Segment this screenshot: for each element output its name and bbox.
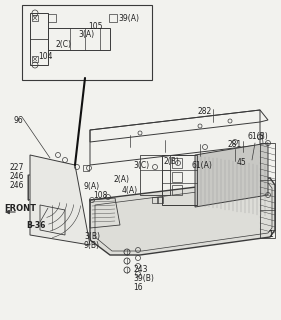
Bar bbox=[172, 158, 182, 168]
Text: 246: 246 bbox=[10, 181, 24, 190]
Bar bbox=[172, 172, 182, 182]
Text: 281: 281 bbox=[228, 140, 242, 149]
Text: 61(B): 61(B) bbox=[247, 132, 268, 141]
Text: 9(A): 9(A) bbox=[83, 182, 99, 191]
Text: 9(B): 9(B) bbox=[84, 241, 100, 250]
Text: 105: 105 bbox=[88, 22, 103, 31]
Bar bbox=[162, 155, 197, 205]
Bar bbox=[22, 5, 152, 80]
Bar bbox=[140, 155, 170, 195]
Text: 227: 227 bbox=[10, 163, 24, 172]
Bar bbox=[48, 14, 56, 22]
Text: 2(B): 2(B) bbox=[163, 157, 179, 166]
Bar bbox=[32, 15, 38, 21]
Bar bbox=[48, 28, 110, 50]
Text: 1: 1 bbox=[268, 230, 273, 239]
Text: B-36: B-36 bbox=[26, 221, 45, 230]
Polygon shape bbox=[30, 155, 90, 245]
Polygon shape bbox=[95, 183, 272, 251]
Bar bbox=[152, 197, 158, 203]
Text: 108: 108 bbox=[93, 191, 107, 200]
Bar bbox=[30, 13, 48, 65]
Text: 3(C): 3(C) bbox=[133, 161, 149, 170]
Text: 39(B): 39(B) bbox=[133, 274, 154, 283]
Bar bbox=[260, 143, 275, 238]
Bar bbox=[32, 56, 38, 62]
Text: 243: 243 bbox=[133, 265, 148, 274]
Text: 39(A): 39(A) bbox=[118, 14, 139, 23]
Bar bbox=[157, 197, 163, 203]
Text: 246: 246 bbox=[10, 172, 24, 181]
Text: 104: 104 bbox=[38, 52, 53, 61]
Text: 3(B): 3(B) bbox=[84, 232, 100, 241]
Text: FRONT: FRONT bbox=[4, 204, 36, 213]
Text: 4(A): 4(A) bbox=[122, 186, 138, 195]
Polygon shape bbox=[90, 178, 275, 255]
Bar bbox=[172, 185, 182, 195]
Text: 2(A): 2(A) bbox=[113, 175, 129, 184]
Text: 282: 282 bbox=[198, 107, 212, 116]
Text: 61(A): 61(A) bbox=[192, 161, 213, 170]
Bar bbox=[109, 14, 117, 22]
Text: 3(A): 3(A) bbox=[78, 30, 94, 39]
Text: 96: 96 bbox=[14, 116, 24, 125]
Bar bbox=[83, 165, 89, 171]
Text: 16: 16 bbox=[133, 283, 143, 292]
Polygon shape bbox=[195, 143, 268, 207]
Text: 45: 45 bbox=[237, 158, 247, 167]
Text: 2(C): 2(C) bbox=[55, 40, 71, 49]
